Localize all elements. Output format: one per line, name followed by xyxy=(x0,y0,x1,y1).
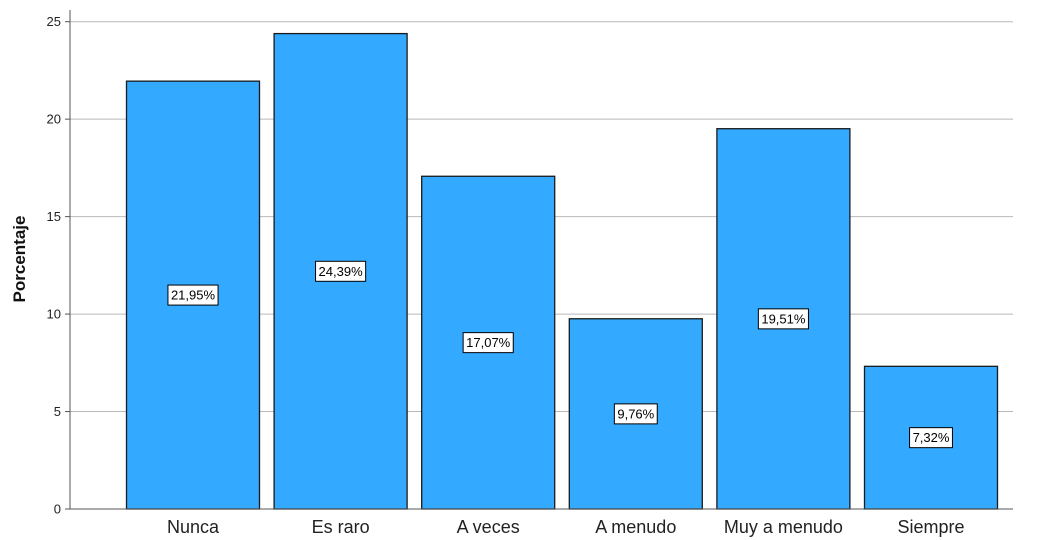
y-tick-label: 15 xyxy=(47,209,61,224)
bars xyxy=(125,32,999,510)
data-label: 7,32% xyxy=(909,427,953,449)
data-label: 17,07% xyxy=(462,332,514,354)
x-category-label: Muy a menudo xyxy=(724,517,843,537)
x-category-labels: Nunca Es raro A veces A menudo Muy a menudo S… xyxy=(167,517,965,537)
y-tick-label: 10 xyxy=(47,307,61,322)
data-label-text: 9,76% xyxy=(617,406,654,421)
x-category-label: Nunca xyxy=(167,517,220,537)
axes xyxy=(65,10,1013,510)
data-label-box xyxy=(909,427,953,449)
y-tick-label: 25 xyxy=(47,14,61,29)
data-label-box xyxy=(757,308,809,330)
y-tick-label: 0 xyxy=(54,502,61,517)
data-label: 9,76% xyxy=(613,403,658,425)
data-label: 21,95% xyxy=(167,284,219,306)
data-label-box xyxy=(613,403,658,425)
data-label-box xyxy=(167,284,219,306)
data-label-text: 24,39% xyxy=(319,264,364,279)
y-tick-label: 5 xyxy=(54,404,61,419)
data-labels: 21,95% 24,39% 17,07% 9,76% 19,51% 7,32% xyxy=(167,260,953,449)
y-tick-labels: 0 5 10 15 20 25 xyxy=(47,14,61,516)
data-label-box xyxy=(315,260,367,282)
x-category-label: Es raro xyxy=(312,517,370,537)
data-label-text: 21,95% xyxy=(171,288,216,303)
data-label: 19,51% xyxy=(757,308,809,330)
data-label: 24,39% xyxy=(315,260,367,282)
x-category-label: Siempre xyxy=(897,517,964,537)
x-category-label: A menudo xyxy=(595,517,676,537)
x-category-label: A veces xyxy=(457,517,520,537)
y-axis-title: Porcentaje xyxy=(10,216,29,303)
data-label-text: 7,32% xyxy=(913,430,950,445)
data-label-text: 17,07% xyxy=(466,335,511,350)
data-label-text: 19,51% xyxy=(761,311,806,326)
y-tick-label: 20 xyxy=(47,112,61,127)
data-label-box xyxy=(462,332,514,354)
